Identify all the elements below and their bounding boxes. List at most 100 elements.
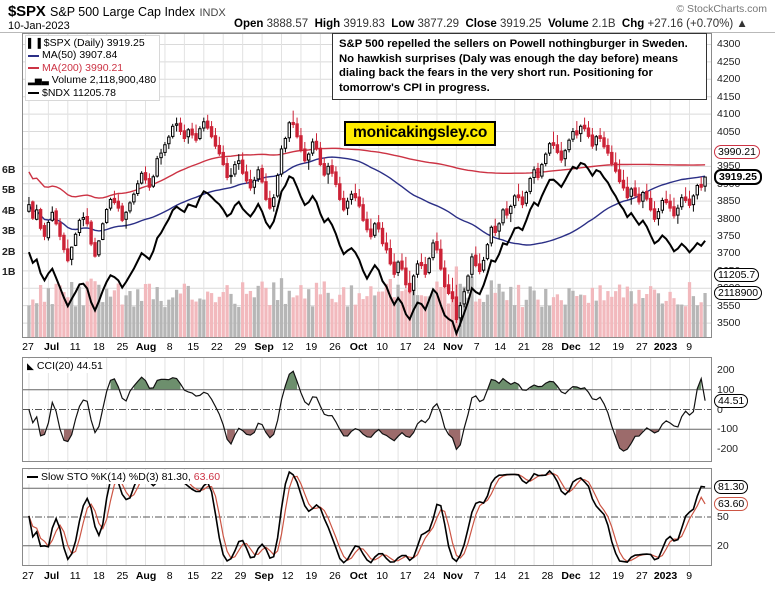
sto-swatch-icon (27, 475, 38, 479)
x-axis-tick: 8 (166, 341, 173, 353)
stockcharts-brand: © StockCharts.com (676, 3, 767, 15)
price-y-tick: 3500 (717, 317, 741, 330)
close-value: 3919.25 (500, 18, 542, 30)
sto-y-tick: 20 (717, 539, 729, 552)
legend-spx: $SPX (Daily) 3919.25 (43, 37, 145, 49)
x-axis-tick: Aug (135, 570, 157, 582)
price-y-tick: 4050 (717, 125, 741, 138)
x-axis-tick: 10 (376, 341, 388, 353)
x-axis-tick: 22 (211, 341, 223, 353)
cci-y-tick: 0 (717, 403, 723, 416)
price-y-tick: 3550 (717, 299, 741, 312)
x-axis-tick: 21 (517, 570, 530, 582)
x-axis-tick: Dec (561, 570, 581, 582)
cci-icon: ◣ (27, 361, 34, 371)
legend-volume: Volume 2,118,900,480 (51, 74, 157, 87)
x-axis-tick: Nov (443, 341, 463, 353)
x-axis-top: 27 Jul 11 18 25 Aug 8 15 22 29 Sep 12 19 26 Oct 10 17 24 N… (0, 341, 775, 355)
high-value: 3919.83 (343, 18, 385, 30)
price-callout: 2118900 (714, 286, 763, 301)
x-axis-tick: 27 (636, 570, 648, 582)
x-axis-tick: 19 (612, 341, 625, 353)
x-axis-tick: Aug (135, 341, 157, 353)
x-axis-tick: 12 (588, 341, 601, 353)
ma50-swatch-icon (28, 54, 39, 57)
x-axis-tick: 12 (281, 570, 294, 582)
volume-left-tick: 4B (2, 204, 16, 217)
x-axis-tick: Jul (44, 570, 60, 582)
sto-legend: Slow STO %K(14) %D(3) 81.30, 63.60 (25, 470, 224, 485)
watermark-monicakingsley: monicakingsley.co (344, 121, 497, 146)
price-legend: ▌▐ $SPX (Daily) 3919.25 MA(50) 3907.84 M… (25, 35, 161, 102)
x-axis-tick: 24 (423, 570, 436, 582)
low-label: Low (391, 18, 415, 30)
volume-left-tick: 1B (2, 266, 16, 278)
chart-title: $SPX S&P 500 Large Cap Index INDX (8, 3, 226, 21)
x-axis-tick: 2023 (653, 341, 678, 353)
x-axis-tick: 24 (423, 341, 436, 353)
x-axis-tick: Sep (254, 570, 274, 582)
ndx-swatch-icon (28, 91, 39, 95)
volume-left-tick: 6B (2, 163, 16, 176)
x-axis-tick: 19 (612, 570, 625, 582)
volume-left-tick: 2B (2, 245, 16, 258)
sto-callout: 81.30 (714, 479, 749, 494)
price-callout: 3990.21 (714, 145, 760, 160)
x-axis-tick: 29 (234, 570, 247, 582)
legend-ma200: MA(200) 3990.21 (42, 61, 124, 74)
x-axis-bottom: 27 Jul 11 18 25 Aug 8 15 22 29 Sep 12 19 26 Oct 10 17 24 N… (0, 570, 775, 584)
x-axis-tick: 25 (116, 570, 129, 582)
x-axis-tick: 7 (473, 570, 480, 582)
symbol-name: S&P 500 Large Cap Index (50, 5, 196, 19)
sto-callout: 63.60 (714, 496, 749, 511)
x-axis-tick: 27 (22, 570, 34, 582)
price-y-tick: 3800 (717, 212, 741, 225)
volume-value: 2.1B (591, 18, 616, 30)
cci-panel (22, 357, 712, 462)
volume-left-tick: 3B (2, 225, 16, 237)
annotation-textbox: S&P 500 repelled the sellers on Powell n… (332, 33, 707, 101)
high-label: High (314, 18, 341, 30)
x-axis-tick: 2023 (653, 570, 678, 582)
x-axis-tick: 18 (92, 341, 105, 353)
low-value: 3877.29 (417, 18, 460, 30)
price-y-tick: 4150 (717, 90, 741, 103)
x-axis-tick: 29 (234, 341, 247, 353)
legend-ndx: $NDX 11205.78 (42, 86, 116, 99)
open-value: 3888.57 (266, 18, 309, 30)
x-axis-tick: 28 (541, 341, 554, 353)
x-axis-tick: 27 (22, 341, 34, 353)
chg-value: +27.16 (+0.70%) (647, 18, 734, 30)
legend-ma50: MA(50) 3907.84 (42, 49, 118, 62)
cci-legend: ◣ CCI(20) 44.51 (25, 359, 106, 374)
x-axis-tick: 12 (281, 341, 294, 353)
x-axis-tick: 14 (494, 570, 507, 582)
x-axis-tick: 10 (376, 570, 388, 582)
sto-d-value: 63.60 (193, 471, 221, 483)
x-axis-tick: 22 (211, 570, 223, 582)
open-label: Open (234, 18, 264, 30)
x-axis-tick: 15 (187, 341, 200, 353)
cci-y-tick: -100 (717, 423, 739, 436)
x-axis-tick: 17 (399, 570, 412, 582)
x-axis-tick: 18 (92, 570, 105, 582)
x-axis-tick: 26 (329, 570, 341, 582)
price-y-tick: 3750 (717, 230, 741, 242)
x-axis-tick: 9 (686, 341, 693, 353)
x-axis-tick: Nov (443, 570, 463, 582)
price-y-tick: 4300 (717, 38, 741, 51)
symbol-exchange: INDX (199, 7, 226, 19)
cci-y-tick: 200 (717, 363, 735, 376)
price-y-tick: 4100 (717, 108, 741, 121)
price-y-tick: 4200 (717, 73, 741, 86)
price-callout: 11205.7 (714, 268, 760, 283)
chg-label: Chg (621, 18, 645, 30)
volume-bars-icon: ▂▅▃ (28, 75, 49, 86)
price-y-tick: 4250 (717, 55, 741, 68)
x-axis-tick: 19 (305, 341, 318, 353)
cci-y-tick: -200 (717, 443, 739, 456)
x-axis-tick: 8 (166, 570, 173, 582)
cci-y-tick: 100 (717, 383, 735, 396)
header-divider (0, 32, 775, 33)
